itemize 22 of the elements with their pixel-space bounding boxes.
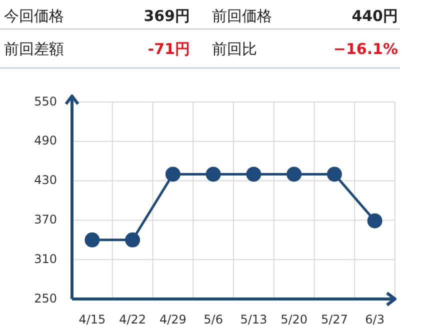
text: −16.1%	[333, 40, 398, 58]
text: 前回価格	[212, 7, 272, 26]
x-tick-label: 5/13	[240, 312, 268, 326]
y-tick-label: 250	[34, 291, 57, 306]
text: 369円	[144, 7, 190, 26]
y-tick-label: 370	[34, 212, 57, 226]
x-tick-label: 5/27	[320, 312, 348, 326]
x-tick-label: 5/20	[280, 312, 308, 326]
y-tick-label: 550	[34, 94, 57, 108]
x-tick-label: 4/29	[159, 312, 186, 326]
x-tick-label: 4/15	[78, 312, 106, 326]
y-tick-label: 490	[34, 134, 57, 148]
text: 440円	[352, 7, 398, 26]
text: 前回比	[212, 40, 257, 58]
text: 前回差額	[4, 40, 64, 58]
y-tick-label: 310	[34, 252, 57, 266]
text: 今回価格	[4, 7, 64, 26]
text: -71円	[148, 40, 190, 58]
x-tick-label: 4/22	[119, 312, 146, 326]
y-tick-label: 430	[34, 173, 57, 188]
x-tick-label: 5/6	[204, 312, 223, 326]
x-tick-label: 6/3	[365, 312, 384, 326]
